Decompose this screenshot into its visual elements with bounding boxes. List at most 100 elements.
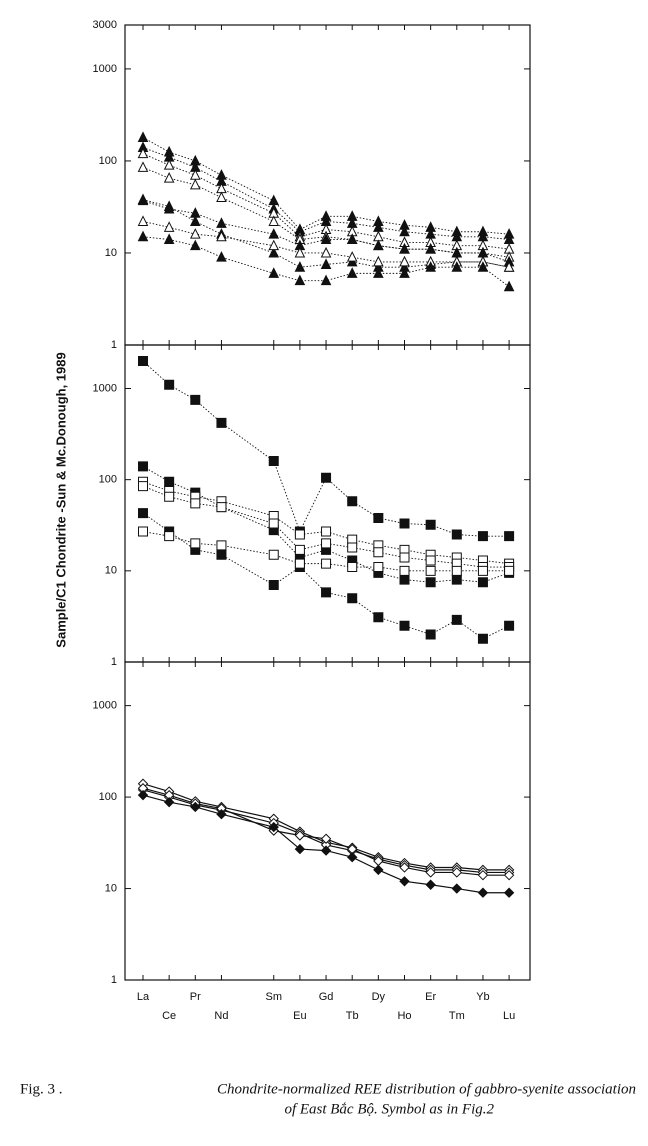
data-point [320,833,332,844]
data-point [164,531,175,542]
y-tick-label: 10 [105,882,117,894]
data-point [399,862,410,873]
data-point [216,417,227,428]
data-point [268,518,279,529]
y-tick-label: 10 [105,247,117,259]
data-point [163,221,175,232]
data-point [503,280,515,292]
data-point [216,251,227,262]
y-tick-label: 1 [111,974,117,986]
x-tick-label: Sm [266,991,283,1003]
data-point [137,147,149,159]
data-point [268,215,280,226]
data-point [321,538,332,549]
x-tick-label: Tb [346,1010,359,1022]
data-point [294,261,306,272]
data-point [137,193,149,205]
data-point [321,558,332,569]
x-tick-label: Gd [319,991,334,1003]
data-point [189,239,201,251]
data-point [216,217,227,228]
data-point [216,808,227,820]
data-point [425,519,436,530]
x-tick-label: Ce [162,1010,176,1022]
data-point [399,552,410,563]
data-point [477,565,488,576]
data-point [138,508,148,519]
data-point [346,233,358,245]
data-point [189,215,201,226]
data-point [399,255,410,267]
y-tick-label: 1000 [93,700,117,712]
data-point [425,629,436,640]
data-point [347,496,358,507]
data-point [373,512,384,523]
data-point [425,867,436,878]
data-point [294,843,306,855]
data-point [138,356,148,367]
caption: of East Bắc Bộ. Symbol as in Fig.2 [284,1101,494,1117]
data-point [399,225,410,237]
data-point [477,577,488,588]
data-point [373,239,384,251]
data-point [451,883,463,894]
data-point [321,472,332,483]
y-tick-label: 3000 [93,19,117,31]
caption-label: Fig. 3 . [20,1081,63,1097]
data-point [477,887,489,898]
data-point [321,526,332,537]
series-line [142,236,510,288]
x-tick-label: Yb [476,991,489,1003]
data-point [189,228,201,239]
data-point [373,864,384,876]
data-point [137,215,149,226]
data-point [137,161,149,172]
data-point [189,178,201,190]
series-line [142,360,510,537]
data-point [399,243,410,254]
data-point [477,633,488,644]
x-tick-label: Lu [503,1010,515,1022]
data-point [137,230,149,242]
y-tick-label: 100 [99,474,117,486]
data-point [320,246,332,258]
data-point [268,246,280,258]
data-point [320,258,332,269]
data-point [373,547,384,558]
data-point [399,518,410,529]
data-point [425,243,436,254]
data-point [451,261,463,272]
data-point [425,577,436,588]
data-point [164,379,175,390]
x-tick-label: Pr [190,991,201,1003]
data-point [268,228,280,239]
x-tick-label: Er [425,991,436,1003]
data-point [373,562,384,573]
y-tick-label: 1000 [93,63,117,75]
x-tick-label: Dy [372,991,386,1003]
data-point [268,456,279,467]
data-point [373,612,384,623]
data-point [164,476,175,487]
plot-frame [124,661,531,981]
caption: Chondrite-normalized REE distribution of… [217,1081,636,1097]
data-point [399,574,410,585]
data-point [477,261,489,272]
data-point [451,565,462,576]
data-point [373,255,384,267]
data-point [268,267,280,278]
data-point [294,246,306,258]
x-tick-label: Nd [214,1010,228,1022]
plot-frame [124,344,531,663]
data-point [163,172,175,183]
data-point [477,531,488,542]
y-tick-label: 1 [111,656,117,668]
data-point [190,498,201,509]
data-point [268,821,279,833]
y-tick-label: 100 [99,155,117,167]
x-tick-label: Ho [397,1010,411,1022]
data-point [268,549,279,560]
y-tick-label: 1 [111,339,117,351]
